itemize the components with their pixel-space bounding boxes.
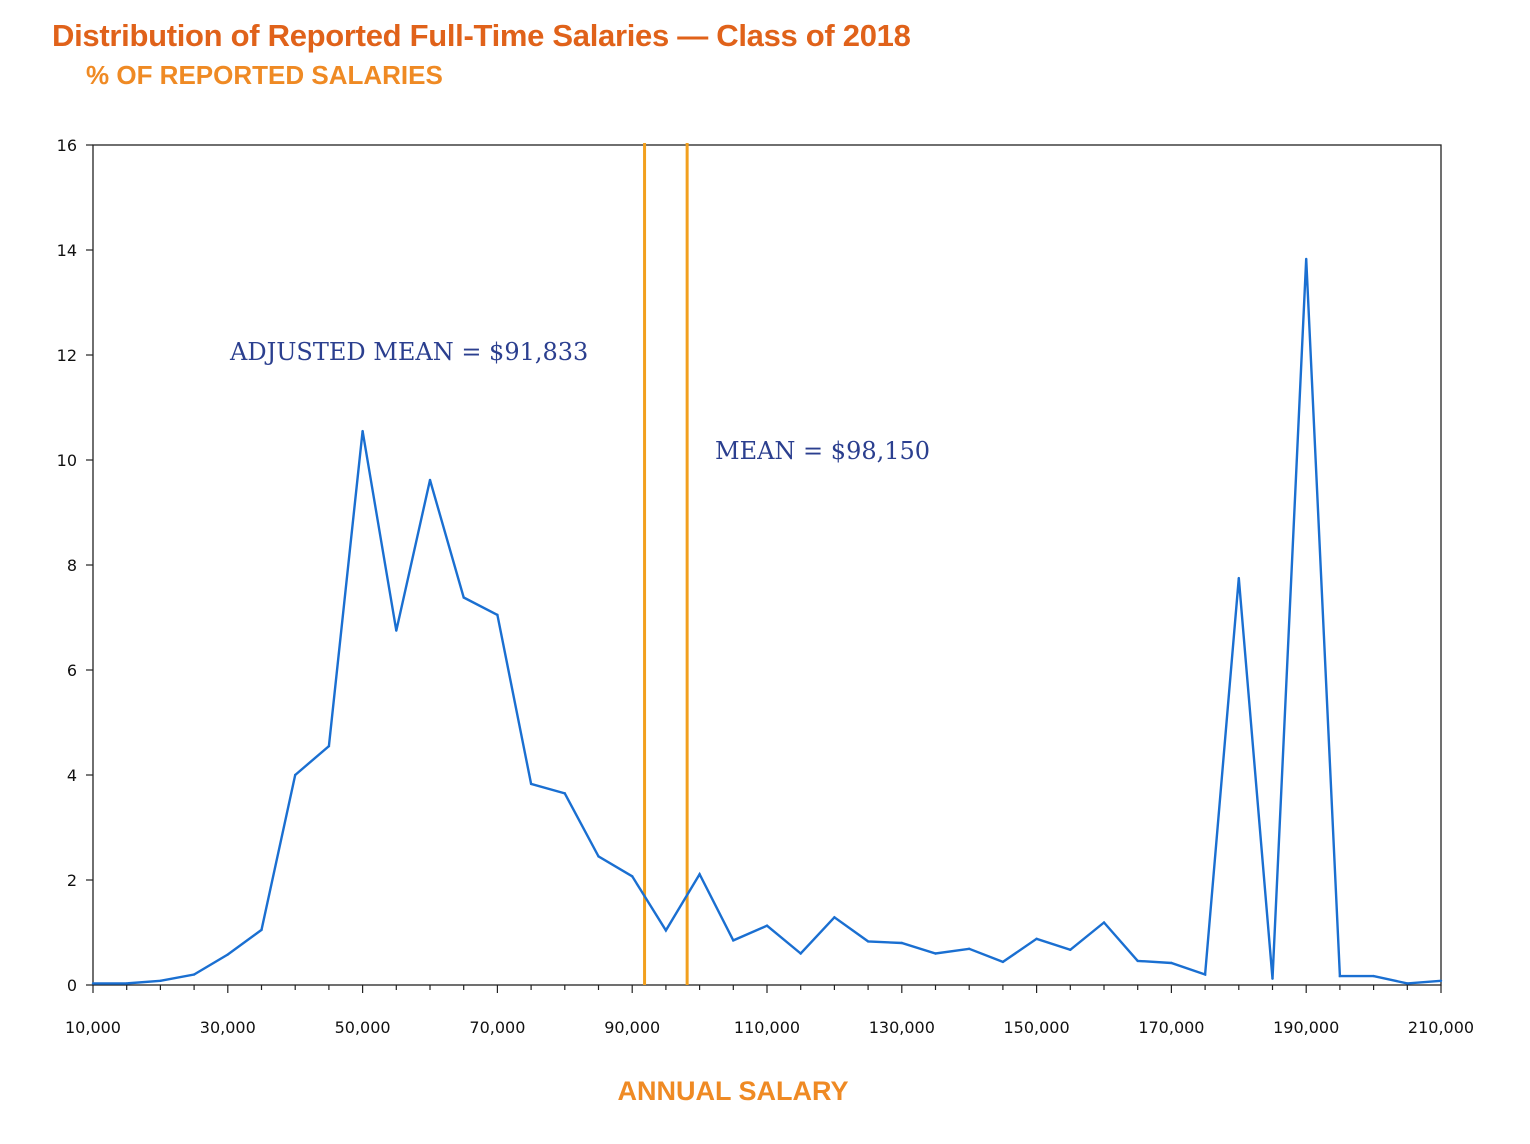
y-axis-label: % OF REPORTED SALARIES — [86, 60, 443, 90]
x-tick-label: 30,000 — [200, 1018, 256, 1037]
y-tick-label: 6 — [67, 661, 77, 680]
data-point — [597, 855, 600, 858]
data-point — [1035, 937, 1038, 940]
y-tick-label: 14 — [57, 241, 77, 260]
data-point — [563, 792, 566, 795]
data-point — [968, 947, 971, 950]
x-tick-label: 110,000 — [734, 1018, 800, 1037]
x-tick-label: 150,000 — [1004, 1018, 1070, 1037]
data-point — [1136, 959, 1139, 963]
plot-frame — [92, 144, 1442, 986]
data-point — [1237, 576, 1241, 580]
data-point — [900, 941, 903, 945]
data-point — [1406, 982, 1409, 985]
x-tick-label: 130,000 — [869, 1018, 935, 1037]
data-point — [1439, 979, 1443, 982]
data-point — [395, 629, 398, 632]
data-point — [1170, 961, 1173, 965]
data-point — [1001, 960, 1005, 964]
x-tick-label: 90,000 — [604, 1018, 660, 1037]
data-point — [1305, 257, 1308, 261]
data-point — [664, 929, 668, 932]
adjusted-mean-annotation: ADJUSTED MEAN = $91,833 — [229, 338, 588, 366]
data-point — [833, 916, 836, 919]
y-tick-label: 10 — [57, 451, 77, 470]
data-point — [1102, 921, 1106, 924]
data-point — [260, 928, 263, 932]
data-point — [1338, 974, 1342, 978]
data-point — [799, 952, 802, 955]
data-point — [1203, 973, 1207, 976]
data-point — [496, 613, 499, 617]
data-point — [159, 979, 162, 982]
y-tick-label: 2 — [67, 871, 77, 890]
data-point — [462, 596, 465, 599]
y-tick-label: 12 — [57, 346, 77, 365]
data-point — [226, 953, 229, 956]
data-point — [91, 982, 95, 985]
data-point — [192, 973, 196, 976]
y-tick-label: 4 — [67, 766, 77, 785]
data-point — [631, 875, 634, 878]
data-point — [294, 773, 297, 777]
x-tick-label: 190,000 — [1273, 1018, 1339, 1037]
data-point — [934, 952, 937, 955]
mean-annotation: MEAN = $98,150 — [715, 437, 930, 465]
data-point — [1372, 974, 1375, 978]
data-point — [361, 429, 364, 433]
y-tick-label: 16 — [57, 136, 77, 155]
x-tick-label: 210,000 — [1408, 1018, 1474, 1037]
data-point — [327, 744, 331, 748]
data-point — [529, 782, 533, 786]
data-point — [428, 478, 432, 482]
data-point — [866, 940, 870, 943]
chart-title: Distribution of Reported Full-Time Salar… — [52, 18, 911, 53]
x-tick-label: 10,000 — [65, 1018, 121, 1037]
data-point — [125, 982, 128, 985]
y-tick-label: 0 — [67, 976, 77, 995]
data-point — [1271, 977, 1274, 980]
x-tick-label: 70,000 — [469, 1018, 525, 1037]
x-axis-label: ANNUAL SALARY — [617, 1076, 849, 1106]
y-tick-label: 8 — [67, 556, 77, 575]
data-point — [765, 924, 769, 927]
data-point — [732, 939, 735, 942]
data-point — [698, 873, 701, 876]
x-tick-label: 170,000 — [1138, 1018, 1204, 1037]
data-series-line — [93, 258, 1442, 985]
x-tick-label: 50,000 — [335, 1018, 391, 1037]
data-point — [1069, 948, 1072, 952]
